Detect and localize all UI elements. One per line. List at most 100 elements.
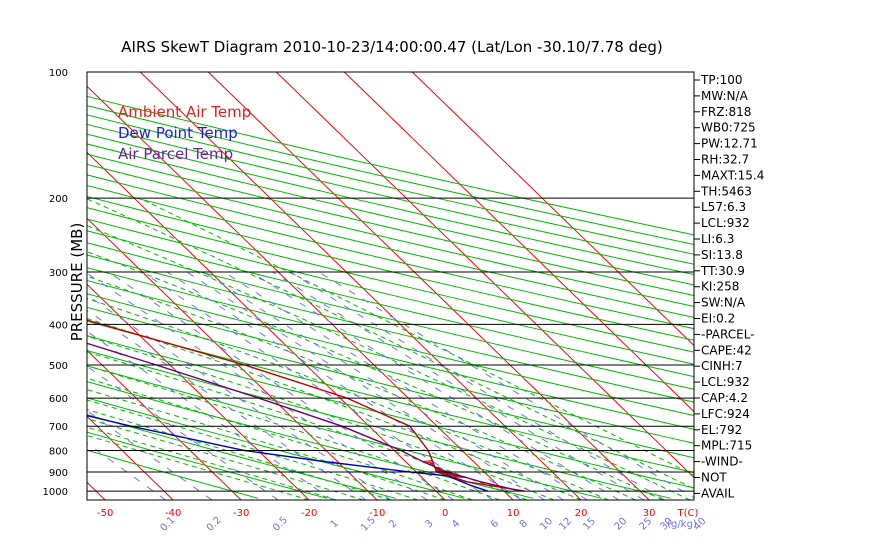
temp-unit-label: T(C) xyxy=(677,508,699,519)
bottom-temp-tick-label: -20 xyxy=(301,508,317,519)
dry-adiabat-line xyxy=(87,163,694,307)
moist-adiabat-line xyxy=(87,251,663,500)
bottom-temp-tick-label: -40 xyxy=(165,508,181,519)
index-label: MW:N/A xyxy=(701,89,749,103)
index-label: -WIND- xyxy=(701,455,743,469)
index-label: SI:13.8 xyxy=(701,248,743,262)
mixing-ratio-label: 0.2 xyxy=(205,515,224,534)
mixing-ratio-label: 20 xyxy=(613,516,630,533)
index-label: CAP:4.2 xyxy=(701,391,748,405)
dry-adiabat-line xyxy=(87,335,694,489)
mixing-ratio-line xyxy=(108,271,455,500)
moist-adiabat-line xyxy=(139,197,694,476)
moist-adiabat-line xyxy=(87,351,527,500)
moist-adiabat-line xyxy=(87,418,364,500)
series-line xyxy=(87,414,488,492)
pressure-tick-label: 1000 xyxy=(43,487,68,498)
series-line xyxy=(87,342,522,492)
dry-adiabat-line xyxy=(87,143,694,286)
dry-adiabat-line xyxy=(87,254,694,403)
moist-adiabat-line xyxy=(87,225,691,500)
legend-entry: Air Parcel Temp xyxy=(118,145,233,163)
pressure-tick-label: 500 xyxy=(49,361,68,372)
isotherm-line xyxy=(343,72,694,413)
index-label: FRZ:818 xyxy=(701,105,751,119)
series-layer xyxy=(87,319,525,492)
legend: Ambient Air Temp Dew Point Temp Air Parcel… xyxy=(118,103,251,163)
mixing-ratio-line xyxy=(203,271,564,500)
bottom-temp-tick-label: 0 xyxy=(442,508,448,519)
moist-adiabat-line xyxy=(87,297,609,500)
mixing-ratio-label: 12 xyxy=(557,516,574,533)
moist-adiabat-line xyxy=(87,275,636,500)
moist-adiabat-line xyxy=(87,409,391,500)
pressure-tick-label: 100 xyxy=(49,68,68,79)
dry-adiabat-line xyxy=(87,230,694,378)
cin-hatch-line xyxy=(422,460,432,463)
index-label: NOT xyxy=(701,471,727,485)
dry-adiabat-line xyxy=(87,449,259,499)
isotherm-line xyxy=(275,72,694,479)
dry-adiabat-line xyxy=(87,153,694,297)
bottom-temp-tick-label: 20 xyxy=(575,508,588,519)
dry-adiabat-line xyxy=(87,105,694,245)
mixing-ratio-line xyxy=(87,272,428,500)
dry-adiabat-line xyxy=(87,267,694,417)
dry-adiabat-line xyxy=(87,414,396,499)
mixing-ratio-unit-label: (g/kg) xyxy=(667,519,697,530)
isotherm-line xyxy=(87,283,310,500)
mixing-ratio-line xyxy=(141,271,494,500)
pressure-tick-label: 900 xyxy=(49,468,68,479)
index-label: CAPE:42 xyxy=(701,343,752,357)
moist-adiabat-line xyxy=(87,198,694,490)
pressure-tick-label: 400 xyxy=(49,320,68,331)
isotherm-line xyxy=(0,72,37,500)
dry-adiabat-line xyxy=(87,350,671,499)
dry-adiabat-line xyxy=(87,306,694,459)
index-label: TT:30.9 xyxy=(700,264,745,278)
dry-adiabat-line xyxy=(87,381,534,499)
bottom-temp-tick-label: -50 xyxy=(97,508,113,519)
index-label: LI:6.3 xyxy=(701,232,734,246)
isotherm-line xyxy=(411,72,694,347)
moist-adiabat-line xyxy=(87,426,337,500)
mixing-ratio-label: 1 xyxy=(329,518,341,530)
grid-layer xyxy=(0,72,694,500)
index-label: AVAIL xyxy=(701,486,735,500)
pressure-tick-label: 600 xyxy=(49,394,68,405)
index-label: CINH:7 xyxy=(701,359,743,373)
mixing-ratio-line xyxy=(87,309,367,500)
pressure-tick-label: 800 xyxy=(49,447,68,458)
legend-entry: Ambient Air Temp xyxy=(118,103,251,121)
dry-adiabat-line xyxy=(87,195,694,341)
mixing-ratio-label: 6 xyxy=(489,518,501,530)
moist-adiabat-line xyxy=(87,377,473,500)
bottom-temp-tick-label: 10 xyxy=(507,508,520,519)
mixing-ratio-label: 10 xyxy=(538,516,555,533)
index-label: MPL:715 xyxy=(701,439,752,453)
mixing-ratio-line xyxy=(87,410,213,500)
index-label: EI:0.2 xyxy=(701,312,735,326)
moist-adiabat-line xyxy=(87,434,310,500)
dry-adiabat-line xyxy=(87,242,694,390)
index-label: LCL:932 xyxy=(701,216,750,230)
pressure-tick-label: 200 xyxy=(49,194,68,205)
index-label: RH:32.7 xyxy=(701,153,749,167)
index-label: EL:792 xyxy=(701,423,742,437)
dry-adiabat-line xyxy=(87,218,694,365)
stability-indices: TP:100 MW:N/A FRZ:818 WB0:725 PW:12.71 RH:32.… xyxy=(694,73,764,500)
dry-adiabat-line xyxy=(87,174,694,318)
mixing-ratio-label: 0.5 xyxy=(271,515,290,534)
moist-adiabat-line xyxy=(87,317,582,500)
index-label: TH:5463 xyxy=(700,184,752,198)
isotherm-line xyxy=(207,72,650,500)
dry-adiabat-line xyxy=(87,133,694,276)
moist-adiabat-line xyxy=(87,399,419,500)
bottom-temp-tick-label: -30 xyxy=(233,508,249,519)
pressure-tick-label: 300 xyxy=(49,268,68,279)
index-label: PW:12.71 xyxy=(701,137,758,151)
mixing-ratio-label: 8 xyxy=(518,518,530,530)
dry-adiabat-line xyxy=(87,123,694,265)
